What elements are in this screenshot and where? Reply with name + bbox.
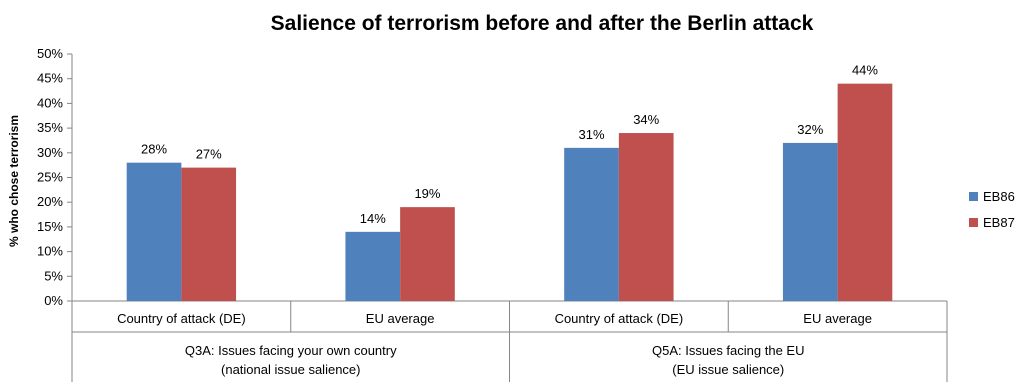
data-label: 19% bbox=[414, 186, 440, 201]
data-label: 31% bbox=[579, 127, 605, 142]
y-tick-label: 50% bbox=[37, 46, 63, 61]
data-label: 28% bbox=[141, 142, 167, 157]
y-tick-label: 35% bbox=[37, 120, 63, 135]
x-tick-label: Country of attack (DE) bbox=[117, 311, 246, 326]
bar-eb87 bbox=[181, 167, 237, 301]
legend: EB86 EB87 bbox=[969, 189, 1015, 230]
y-tick-label: 5% bbox=[44, 268, 63, 283]
y-tick-label: 30% bbox=[37, 145, 63, 160]
data-label: 34% bbox=[633, 112, 659, 127]
data-label: 32% bbox=[797, 122, 823, 137]
y-tick-label: 45% bbox=[37, 71, 63, 86]
x-tick-label: Country of attack (DE) bbox=[555, 311, 684, 326]
data-label: 44% bbox=[852, 63, 878, 78]
legend-swatch-eb86 bbox=[969, 192, 978, 201]
chart-title: Salience of terrorism before and after t… bbox=[271, 12, 814, 35]
bar-eb86 bbox=[782, 142, 838, 301]
bar-eb87 bbox=[618, 133, 674, 301]
bar-eb86 bbox=[564, 147, 619, 301]
y-tick-label: 0% bbox=[44, 293, 63, 308]
bar-eb86 bbox=[345, 231, 401, 301]
y-tick-label: 10% bbox=[37, 244, 63, 259]
bar-eb87 bbox=[837, 83, 893, 301]
group-label: (national issue salience) bbox=[221, 362, 360, 377]
y-tick-label: 40% bbox=[37, 95, 63, 110]
x-tick-label: EU average bbox=[366, 311, 435, 326]
legend-label: EB87 bbox=[983, 215, 1015, 230]
legend-label: EB86 bbox=[983, 189, 1015, 204]
group-label: (EU issue salience) bbox=[672, 362, 784, 377]
x-tick-label: EU average bbox=[803, 311, 872, 326]
y-axis-label: % who chose terrorism bbox=[7, 115, 21, 247]
y-tick-label: 20% bbox=[37, 194, 63, 209]
group-label: Q3A: Issues facing your own country bbox=[185, 343, 397, 358]
plot-area: 0% 5% 10% 15% 20% 25% 30% 35% 40% 45% 50% Country o… bbox=[37, 46, 948, 382]
group-label: Q5A: Issues facing the EU bbox=[652, 343, 804, 358]
bar-eb86 bbox=[126, 162, 182, 301]
bar-eb87 bbox=[400, 207, 455, 301]
legend-swatch-eb87 bbox=[969, 218, 978, 227]
data-label: 14% bbox=[360, 211, 386, 226]
data-label: 27% bbox=[196, 147, 222, 162]
y-tick-label: 25% bbox=[37, 170, 63, 185]
y-tick-label: 15% bbox=[37, 219, 63, 234]
